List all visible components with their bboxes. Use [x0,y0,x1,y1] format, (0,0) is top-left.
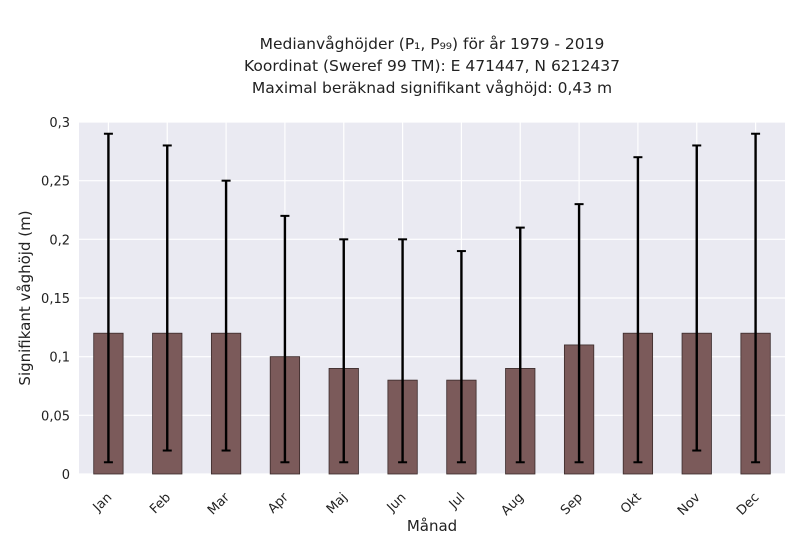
y-tick-label: 0,05 [41,409,70,424]
x-tick-label: Jun [384,490,410,516]
x-tick-label: Jan [90,490,115,515]
chart-title-line-1: Medianvåghöjder (P₁, P₉₉) för år 1979 - … [259,35,605,53]
chart-title-line-2: Koordinat (Sweref 99 TM): E 471447, N 62… [244,57,620,75]
error-bars [103,132,761,464]
y-tick-label: 0,25 [41,175,70,190]
x-tick-label: Nov [675,490,704,519]
x-tick-label: Aug [499,490,528,519]
x-axis-label: Månad [407,517,457,535]
x-tick-label: Maj [324,490,351,517]
x-tick-label: Mar [205,490,233,518]
x-tick-label: Sep [558,490,586,518]
y-ticks: 0 0,05 0,1 0,15 0,2 0,25 0,3 [41,116,70,483]
x-tick-label: Feb [147,490,174,517]
y-tick-label: 0,1 [49,351,70,366]
x-ticks: Jan Feb Mar Apr Maj Jun Jul Aug Sep Okt Nov Dec [90,490,763,519]
y-tick-label: 0,3 [49,116,70,131]
chart-title-line-3: Maximal beräknad signifikant våghöjd: 0,… [251,79,613,97]
x-tick-label: Okt [618,490,645,517]
y-tick-label: 0 [62,468,70,483]
y-tick-label: 0,15 [41,292,70,307]
y-axis-label: Signifikant våghöjd (m) [16,210,34,385]
x-tick-label: Jul [446,490,468,512]
x-tick-label: Apr [265,490,292,517]
x-tick-label: Dec [734,490,762,518]
y-tick-label: 0,2 [49,233,70,248]
